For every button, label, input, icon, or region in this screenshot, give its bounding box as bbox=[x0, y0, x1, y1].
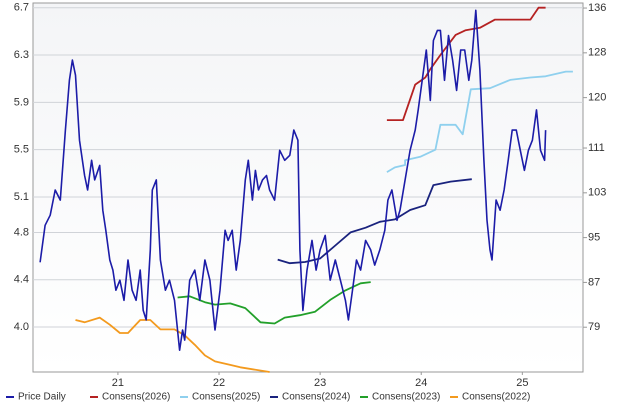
legend-label: Price Daily bbox=[18, 392, 66, 403]
legend-label: Consens(2024) bbox=[282, 392, 350, 403]
y2-tick-label: 136 bbox=[588, 2, 606, 14]
y2-tick-label: 128 bbox=[588, 47, 606, 59]
x-tick-label: 24 bbox=[415, 377, 427, 389]
plot-area bbox=[32, 2, 584, 373]
series-line bbox=[75, 316, 270, 373]
x-tick-label: 21 bbox=[112, 377, 124, 389]
y-tick-label: 5.5 bbox=[14, 144, 29, 156]
legend-label: Consens(2025) bbox=[192, 392, 260, 403]
legend-label: Consens(2026) bbox=[102, 392, 170, 403]
series-line bbox=[386, 6, 546, 121]
y-tick-label: 6.7 bbox=[14, 2, 29, 14]
y-tick-label: 6.3 bbox=[14, 49, 29, 61]
series-line bbox=[277, 178, 472, 265]
x-tick-label: 23 bbox=[314, 377, 326, 389]
x-tick-label: 22 bbox=[213, 377, 225, 389]
y2-tick-label: 95 bbox=[588, 232, 600, 244]
series-line bbox=[39, 9, 547, 351]
y2-tick-label: 87 bbox=[588, 276, 600, 288]
series-line bbox=[177, 281, 371, 325]
y-tick-label: 5.9 bbox=[14, 96, 29, 108]
y2-tick-label: 111 bbox=[588, 142, 605, 154]
x-tick-label: 25 bbox=[516, 377, 528, 389]
y2-tick-label: 103 bbox=[588, 187, 606, 199]
y-tick-label: 4.4 bbox=[14, 274, 29, 286]
y-tick-label: 4.0 bbox=[14, 321, 29, 333]
legend-label: Consens(2022) bbox=[462, 392, 530, 403]
y-tick-label: 4.8 bbox=[14, 226, 29, 238]
y2-tick-label: 120 bbox=[588, 92, 606, 104]
legend-label: Consens(2023) bbox=[372, 392, 440, 403]
y-tick-label: 5.1 bbox=[14, 191, 29, 203]
series-line bbox=[386, 70, 573, 173]
y2-tick-label: 79 bbox=[588, 321, 600, 333]
